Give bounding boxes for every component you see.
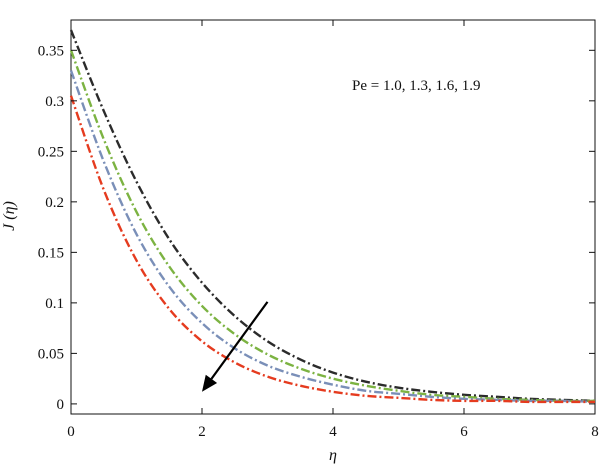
axis-ticks: 0 2 4 6 8 0 0.05 0.1 0.15 0.2 0.25 0.3 0.35: [38, 20, 599, 440]
y-tick-label: 0.25: [38, 144, 64, 160]
x-tick-label: 8: [591, 424, 599, 440]
plot-frame: [70, 19, 596, 415]
y-tick-label: 0: [57, 397, 65, 413]
y-tick-label: 0.05: [38, 346, 64, 362]
y-tick-label: 0.1: [45, 296, 64, 312]
trend-arrow: [202, 301, 269, 392]
series-line-3: [69, 70, 596, 404]
x-tick-label: 0: [67, 424, 75, 440]
y-tick-label: 0.35: [38, 43, 64, 59]
series-line-4: [69, 95, 595, 404]
x-axis-title: η: [329, 447, 337, 464]
y-tick-label: 0.15: [38, 245, 64, 261]
y-tick-label: 0.3: [45, 94, 64, 110]
y-tick-label: 0.2: [45, 195, 64, 211]
x-tick-label: 6: [460, 424, 468, 440]
series-line-2: [69, 49, 596, 403]
x-tick-label: 2: [198, 424, 206, 440]
series-line-1: [69, 29, 596, 403]
series-lines: [69, 29, 596, 404]
y-axis-title: J (η): [1, 201, 18, 231]
x-tick-label: 4: [329, 424, 337, 440]
parameter-annotation: Pe = 1.0, 1.3, 1.6, 1.9: [352, 78, 480, 94]
arrow-shaft: [210, 301, 269, 380]
arrow-head: [202, 374, 218, 392]
